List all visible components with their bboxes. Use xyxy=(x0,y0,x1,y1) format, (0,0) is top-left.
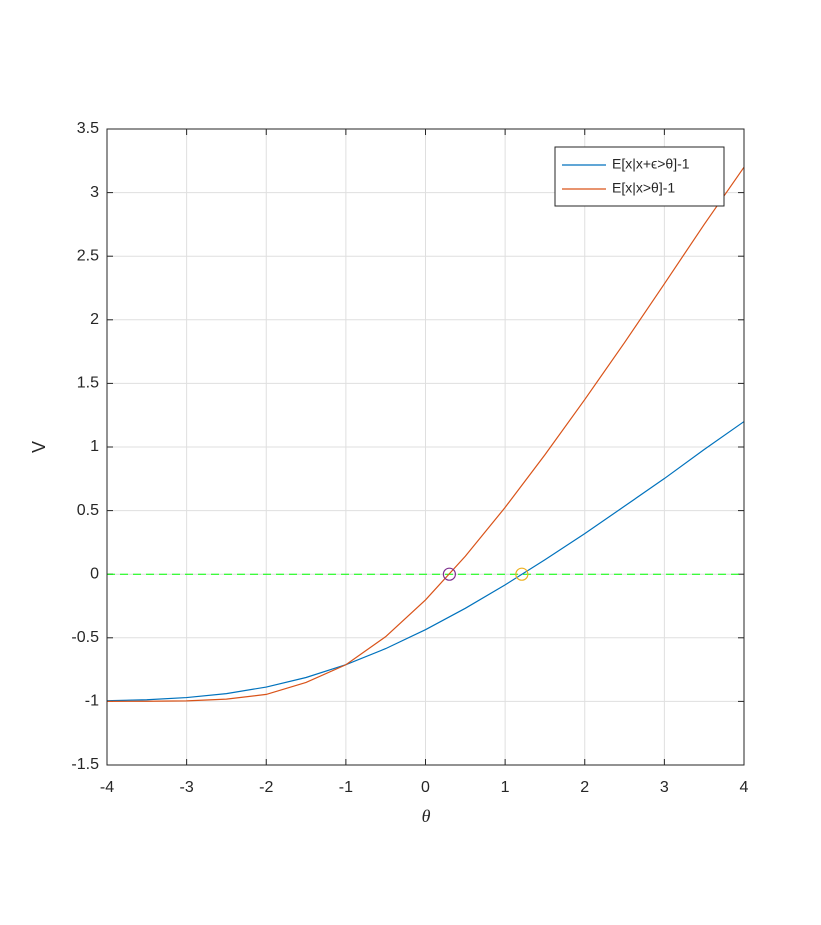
x-tick-label: 0 xyxy=(421,779,430,796)
y-tick-label: 3.5 xyxy=(77,120,99,137)
legend-label: E[x|x+ϵ>θ]-1 xyxy=(612,156,690,172)
x-tick-label: -2 xyxy=(259,779,273,796)
legend: E[x|x+ϵ>θ]-1 E[x|x>θ]-1 xyxy=(554,146,725,207)
y-tick-label: 0 xyxy=(90,565,99,582)
y-tick-label: -1.5 xyxy=(71,756,99,773)
y-tick-label: 1.5 xyxy=(77,375,99,392)
plot-area: -4 -3 -2 -1 0 1 2 3 4 -1.5 -1 -0.5 0 0.5 1 1.5 2 2.5 3 3.5 xyxy=(71,120,748,796)
y-tick-label: 3 xyxy=(90,184,99,201)
x-tick-label: -3 xyxy=(180,779,194,796)
marker xyxy=(442,567,456,581)
legend-box xyxy=(554,146,725,207)
x-tick-label: -4 xyxy=(100,779,114,796)
y-tick-label: 2.5 xyxy=(77,247,99,264)
x-tick-label: 3 xyxy=(660,779,669,796)
series-line xyxy=(106,166,745,702)
x-tick-label: -1 xyxy=(339,779,353,796)
y-axis-label: V xyxy=(29,441,49,453)
axes-frame xyxy=(106,128,745,766)
series-line xyxy=(106,421,745,702)
marker xyxy=(515,567,529,581)
x-tick-label: 4 xyxy=(740,779,749,796)
x-tick-label: 1 xyxy=(501,779,510,796)
y-tick-label: 0.5 xyxy=(77,502,99,519)
x-tick-label: 2 xyxy=(580,779,589,796)
legend-label: E[x|x>θ]-1 xyxy=(612,180,675,196)
y-tick-label: -0.5 xyxy=(71,629,99,646)
x-axis-label: θ xyxy=(422,806,431,826)
y-tick-label: -1 xyxy=(85,693,99,710)
y-tick-label: 2 xyxy=(90,311,99,328)
y-tick-label: 1 xyxy=(90,438,99,455)
